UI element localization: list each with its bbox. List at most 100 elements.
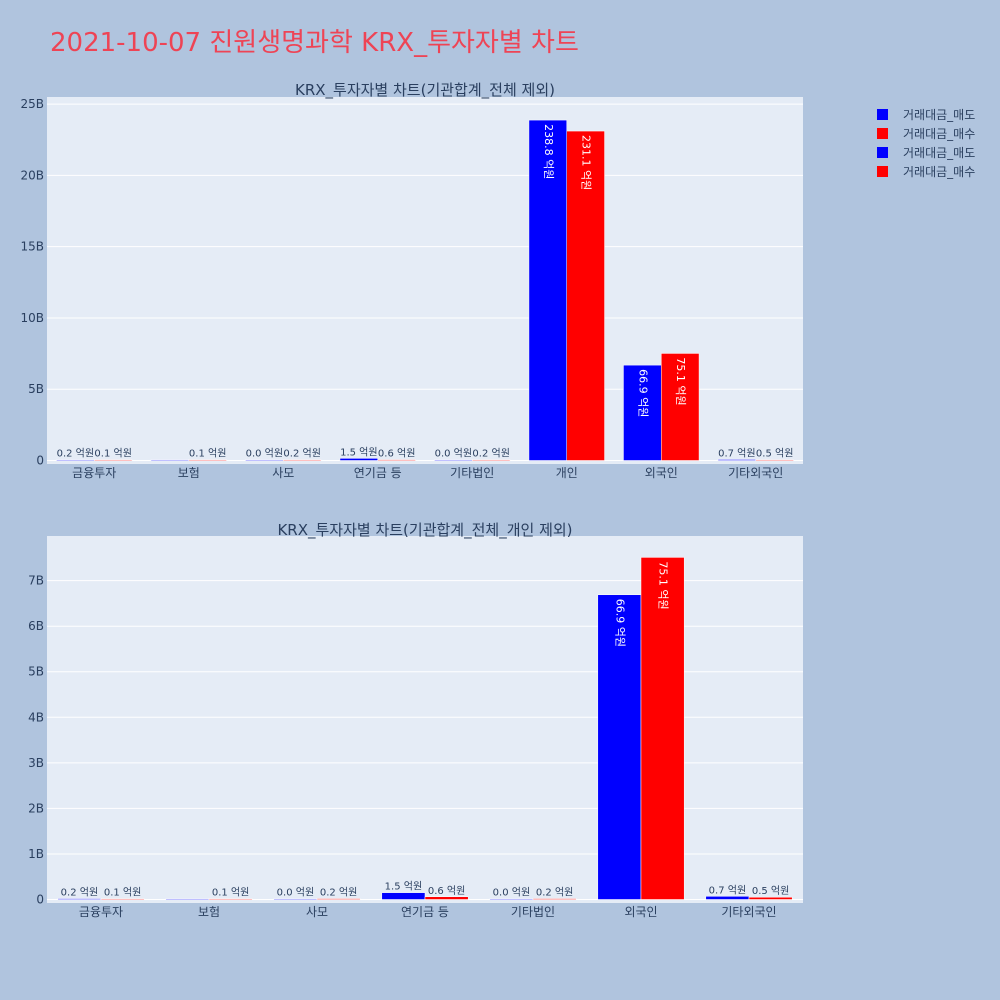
legend-swatch bbox=[877, 128, 888, 139]
chart2-data-label: 0.1 억원 bbox=[212, 887, 249, 899]
chart1-bar-sell bbox=[150, 459, 189, 461]
chart2-xtick-label: 금융투자 bbox=[79, 905, 123, 919]
chart1-xtick-label: 금융투자 bbox=[72, 466, 116, 480]
chart2-bar-sell bbox=[381, 892, 426, 900]
chart1-bar-buy bbox=[94, 459, 133, 461]
chart2-bar-sell bbox=[597, 594, 642, 900]
chart1-ytick-label: 20B bbox=[20, 168, 44, 182]
chart2-data-label: 0.2 억원 bbox=[536, 887, 573, 899]
legend-label: 거래대금_매수 bbox=[903, 165, 975, 179]
chart2-plot-area bbox=[47, 536, 803, 903]
chart2-ytick-label: 6B bbox=[28, 619, 44, 633]
chart2-data-label: 0.0 억원 bbox=[493, 887, 530, 899]
chart1-data-label: 0.5 억원 bbox=[756, 448, 793, 460]
chart1-title: KRX_투자자별 차트(기관합계_전체 제외) bbox=[295, 81, 555, 100]
chart1-data-label: 0.7 억원 bbox=[718, 448, 755, 460]
chart2-bar-sell bbox=[57, 898, 102, 900]
chart2-xtick-label: 보험 bbox=[198, 905, 220, 919]
legend-label: 거래대금_매도 bbox=[903, 146, 975, 160]
chart1-ytick-label: 10B bbox=[20, 311, 44, 325]
chart1-bar-sell bbox=[528, 119, 568, 461]
chart1-data-label: 0.0 억원 bbox=[246, 448, 283, 460]
chart2-ytick-label: 2B bbox=[28, 801, 44, 815]
chart1-data-label: 0.2 억원 bbox=[57, 448, 94, 460]
chart1-bar-buy bbox=[755, 459, 794, 461]
chart1-xtick-label: 연기금 등 bbox=[354, 466, 402, 480]
chart2-ytick-label: 7B bbox=[28, 574, 44, 588]
chart1-bar-buy bbox=[377, 459, 416, 461]
chart2-ytick-label: 4B bbox=[28, 710, 44, 724]
chart2-bar-sell bbox=[489, 898, 534, 900]
chart1-data-label: 75.1 억원 bbox=[674, 357, 687, 405]
chart1-bar-sell bbox=[717, 459, 757, 461]
chart1-xtick-label: 기타법인 bbox=[450, 466, 494, 480]
chart1-data-label: 238.8 억원 bbox=[542, 124, 555, 179]
chart2-data-label: 0.2 억원 bbox=[61, 887, 98, 899]
chart1-bar-sell bbox=[56, 459, 95, 461]
chart1-ytick-label: 25B bbox=[20, 97, 44, 111]
chart1-bar-sell bbox=[623, 364, 662, 461]
chart1-bar-buy bbox=[283, 459, 322, 461]
chart1-ytick-label: 15B bbox=[20, 240, 44, 254]
chart2-bar-sell bbox=[165, 898, 210, 900]
chart2-ytick-label: 5B bbox=[28, 665, 44, 679]
chart2-data-label: 66.9 억원 bbox=[613, 599, 626, 647]
chart2-title: KRX_투자자별 차트(기관합계_전체_개인 제외) bbox=[277, 521, 572, 540]
chart2-bar-buy bbox=[424, 896, 469, 900]
chart2-xtick-label: 사모 bbox=[306, 905, 328, 919]
chart2-data-label: 0.1 억원 bbox=[104, 887, 141, 899]
legend-label: 거래대금_매도 bbox=[903, 108, 975, 122]
chart2-bar-sell bbox=[705, 896, 750, 900]
chart1-ytick-label: 0 bbox=[36, 454, 44, 468]
chart2-ytick-label: 0 bbox=[36, 893, 44, 907]
chart2-data-label: 0.5 억원 bbox=[752, 885, 789, 897]
chart2-xtick-label: 기타외국인 bbox=[721, 905, 776, 919]
page-title: 2021-10-07 진원생명과학 KRX_투자자별 차트 bbox=[50, 28, 579, 58]
chart1-data-label: 0.2 억원 bbox=[283, 448, 320, 460]
legend-swatch bbox=[877, 166, 888, 177]
legend-swatch bbox=[877, 147, 888, 158]
chart1-bar-buy bbox=[661, 353, 700, 461]
chart1-xtick-label: 개인 bbox=[556, 466, 578, 480]
chart1-data-label: 0.2 억원 bbox=[472, 448, 509, 460]
chart2-bar-buy bbox=[532, 898, 577, 900]
chart2-data-label: 0.0 억원 bbox=[277, 887, 314, 899]
chart1-data-label: 66.9 억원 bbox=[636, 369, 649, 417]
chart2-bar-buy bbox=[640, 557, 685, 900]
chart1-xtick-label: 기타외국인 bbox=[728, 466, 783, 480]
chart1-data-label: 0.1 억원 bbox=[94, 448, 131, 460]
chart1-xtick-label: 사모 bbox=[272, 466, 294, 480]
chart2-bar-buy bbox=[748, 896, 793, 900]
chart2-data-label: 0.6 억원 bbox=[428, 885, 465, 897]
chart1-bar-buy bbox=[566, 130, 605, 461]
chart1-bar-buy bbox=[472, 459, 511, 461]
chart2-bar-buy bbox=[208, 898, 253, 900]
chart2-ytick-label: 1B bbox=[28, 847, 44, 861]
chart2-xtick-label: 기타법인 bbox=[511, 905, 555, 919]
chart1-data-label: 0.1 억원 bbox=[189, 448, 226, 460]
chart1-bar-buy bbox=[188, 459, 227, 461]
chart1-data-label: 1.5 억원 bbox=[340, 446, 377, 458]
chart2-bar-sell bbox=[273, 898, 318, 900]
chart1-data-label: 0.0 억원 bbox=[435, 448, 472, 460]
chart1-data-label: 231.1 억원 bbox=[580, 135, 593, 190]
chart2-bar-buy bbox=[100, 898, 145, 900]
chart1-bar-sell bbox=[245, 459, 284, 461]
chart1-ytick-label: 5B bbox=[28, 382, 44, 396]
chart1-bar-sell bbox=[339, 458, 379, 461]
chart2-data-label: 75.1 억원 bbox=[657, 561, 670, 609]
chart2-data-label: 0.7 억원 bbox=[709, 884, 746, 896]
chart2-bar-buy bbox=[316, 898, 361, 900]
chart2-xtick-label: 외국인 bbox=[624, 905, 657, 919]
chart1-xtick-label: 외국인 bbox=[645, 466, 678, 480]
chart1-xtick-label: 보험 bbox=[178, 466, 200, 480]
chart2-xtick-label: 연기금 등 bbox=[401, 905, 449, 919]
chart2-ytick-label: 3B bbox=[28, 756, 44, 770]
chart1-data-label: 0.6 억원 bbox=[378, 448, 415, 460]
chart1-bar-sell bbox=[434, 459, 473, 461]
chart2-data-label: 0.2 억원 bbox=[320, 887, 357, 899]
chart2-data-label: 1.5 억원 bbox=[385, 881, 422, 893]
legend-swatch bbox=[877, 109, 888, 120]
legend-label: 거래대금_매수 bbox=[903, 127, 975, 141]
